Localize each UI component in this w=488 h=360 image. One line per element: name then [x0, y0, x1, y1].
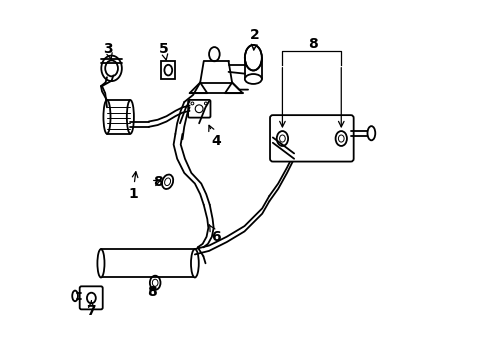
- Text: 8: 8: [147, 285, 157, 299]
- Text: 7: 7: [86, 301, 96, 318]
- Text: 1: 1: [128, 172, 138, 201]
- FancyBboxPatch shape: [269, 115, 353, 162]
- Text: 6: 6: [209, 225, 221, 244]
- Text: 5: 5: [159, 42, 168, 60]
- Ellipse shape: [367, 126, 374, 140]
- Text: 2: 2: [250, 28, 260, 50]
- Ellipse shape: [191, 249, 198, 278]
- Text: 3: 3: [103, 42, 113, 59]
- Text: 8: 8: [152, 175, 162, 189]
- Ellipse shape: [244, 74, 262, 84]
- Ellipse shape: [126, 100, 134, 134]
- Bar: [161, 61, 175, 79]
- Text: 4: 4: [208, 125, 221, 148]
- Ellipse shape: [244, 45, 262, 71]
- Text: 8: 8: [307, 36, 317, 50]
- Ellipse shape: [97, 249, 104, 278]
- Ellipse shape: [103, 100, 110, 134]
